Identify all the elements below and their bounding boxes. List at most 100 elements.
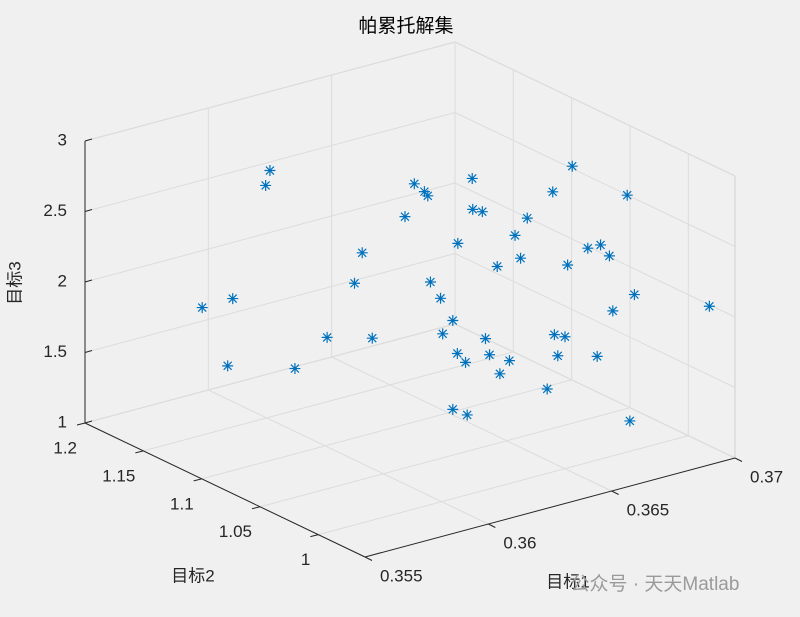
x-tick-label: 0.36 (503, 533, 536, 552)
data-point (399, 211, 411, 223)
data-point (566, 160, 578, 172)
data-point (447, 403, 459, 415)
x-tick-label: 0.37 (750, 467, 783, 486)
z-tick-label: 1.5 (43, 342, 67, 361)
z-tick-label: 2 (58, 271, 67, 290)
data-point (476, 206, 488, 218)
x-tick (364, 556, 373, 561)
data-point (503, 355, 515, 367)
y-tick-label: 1.05 (219, 522, 252, 541)
grid-line (454, 182, 736, 318)
y-tick-label: 1.1 (170, 494, 194, 513)
data-point (624, 415, 636, 427)
z-tick (84, 350, 93, 353)
y-tick-label: 1 (301, 550, 310, 569)
data-point (422, 190, 434, 202)
data-point (349, 277, 361, 289)
grid-line (84, 112, 456, 212)
grid-line (454, 323, 736, 459)
x-tick (488, 523, 496, 528)
grid-line (84, 323, 456, 424)
data-point (366, 332, 378, 344)
z-tick-label: 3 (58, 130, 67, 149)
y-tick (251, 506, 261, 510)
data-point (479, 333, 491, 345)
grid-line (259, 407, 631, 508)
x-axis-label: 目标1 (546, 572, 589, 591)
data-point (521, 212, 533, 224)
data-point (621, 189, 633, 201)
data-point (466, 172, 478, 184)
grid-line (454, 41, 736, 177)
watermark: 公众号 · 天天Matlab (571, 573, 740, 595)
z-tick (84, 420, 93, 424)
data-point (451, 347, 463, 359)
data-point (408, 178, 420, 190)
data-point (491, 260, 503, 272)
chart-title: 帕累托解集 (358, 15, 453, 37)
y-tick (193, 478, 202, 482)
x-axis-line (364, 457, 736, 558)
z-axis-label: 目标3 (5, 261, 24, 304)
x-tick (611, 490, 619, 495)
grid-line (84, 253, 456, 353)
x-tick-label: 0.355 (380, 566, 423, 585)
data-point (424, 276, 436, 288)
data-point (437, 328, 449, 340)
grid-line (201, 379, 572, 480)
data-point (227, 293, 239, 305)
data-point (461, 409, 473, 421)
data-point (484, 349, 496, 361)
data-point (582, 242, 594, 254)
data-point (452, 237, 464, 249)
y-tick (76, 422, 86, 426)
data-point (264, 165, 276, 177)
grid-line (454, 253, 736, 388)
data-point (447, 315, 459, 327)
data-point (591, 350, 603, 362)
grid-line (143, 351, 514, 452)
data-point (628, 289, 640, 301)
z-tick (84, 279, 93, 283)
x-tick-label: 0.365 (627, 500, 670, 519)
data-point (562, 259, 574, 271)
data-point (547, 186, 559, 198)
data-point (321, 331, 333, 343)
z-tick (84, 209, 93, 212)
y-tick (135, 450, 144, 454)
z-tick-label: 2.5 (43, 201, 67, 220)
data-point (509, 229, 521, 241)
y-tick-label: 1.15 (102, 466, 135, 485)
data-point (548, 329, 560, 341)
data-point (595, 239, 607, 251)
y-tick (310, 534, 319, 538)
data-point (494, 368, 506, 380)
y-tick-label: 1.2 (53, 438, 77, 457)
data-point (607, 305, 619, 317)
plot-area: 0.355 0.36 0.365 0.37 1 1.05 1.1 1.15 1.2 1 1.5 2 2.… (43, 41, 783, 585)
data-point (289, 363, 301, 375)
data-point (552, 350, 564, 362)
data-point (260, 179, 272, 191)
grid-line (454, 112, 736, 247)
data-point (559, 331, 571, 343)
data-point (603, 250, 615, 262)
data-point (703, 300, 715, 312)
z-tick (84, 138, 93, 142)
data-point (435, 292, 447, 304)
grid-line (318, 435, 689, 536)
data-point (515, 252, 527, 264)
data-point (222, 360, 234, 372)
grid-line (84, 182, 456, 283)
data-point (460, 356, 472, 368)
x-tick (734, 457, 743, 462)
y-axis-label: 目标2 (171, 566, 214, 585)
data-point (356, 247, 368, 259)
grid-line (84, 41, 456, 142)
data-point (196, 302, 208, 314)
z-tick-label: 1 (58, 412, 67, 431)
data-point (467, 203, 479, 215)
data-point (541, 383, 553, 395)
